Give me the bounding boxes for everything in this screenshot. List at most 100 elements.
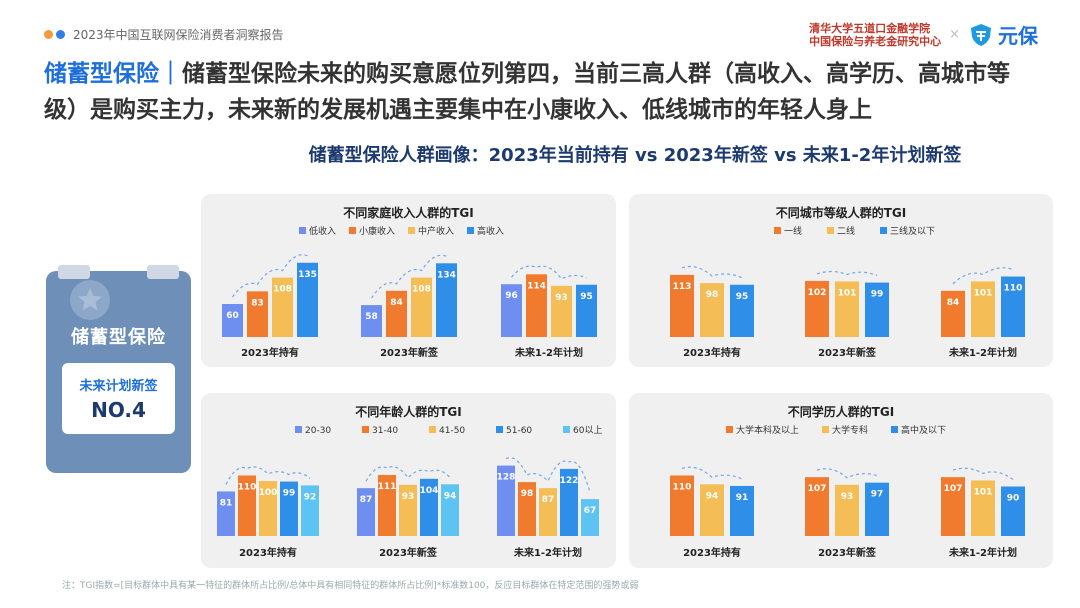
- legend-swatch: [295, 426, 302, 433]
- legend-item: 31-40: [362, 426, 398, 436]
- bar: [518, 482, 536, 536]
- bar-value-label: 110: [673, 483, 692, 493]
- bar-value-label: 98: [706, 290, 719, 300]
- rank-value: NO.4: [91, 398, 146, 422]
- bar-value-label: 122: [560, 476, 579, 486]
- legend-label: 高收入: [477, 225, 504, 237]
- rank-box: 未来计划新签 NO.4: [62, 363, 175, 434]
- bar: [730, 284, 754, 337]
- income-group: 60 83 108 135 2023年持有: [222, 254, 318, 359]
- yuanbao-logo: 元保: [968, 20, 1038, 49]
- edu-group: 107 101 90 未来1-2年计划: [941, 467, 1025, 559]
- legend-swatch: [362, 426, 369, 433]
- bar-value-label: 93: [402, 492, 415, 502]
- legend-swatch: [429, 426, 436, 433]
- income-chart: 低收入 小康收入 中产收入 高收入 60 83 108 135 2023年持有 58 84 108 13…: [222, 225, 597, 359]
- legend-label: 三线及以下: [890, 225, 935, 237]
- legend-swatch: [822, 426, 829, 433]
- bar: [941, 290, 965, 337]
- bar-value-label: 93: [555, 293, 568, 303]
- legend-label: 20-30: [305, 426, 331, 436]
- legend-swatch: [726, 426, 733, 433]
- bar-value-label: 94: [444, 491, 457, 501]
- bar-value-label: 87: [360, 495, 373, 505]
- category-label: 2023年新签: [818, 546, 877, 559]
- bar: [835, 281, 859, 337]
- trend-line: [505, 457, 591, 493]
- city-legend: 一线 二线 三线及以下: [774, 225, 935, 237]
- bar: [835, 484, 859, 536]
- bar-value-label: 134: [437, 270, 456, 280]
- trend-line: [225, 466, 311, 485]
- bar: [560, 468, 578, 536]
- edu-tgi-panel: 不同学历人群的TGI 大学本科及以上 大学专科 高中及以下 110 94 91 2023年持…: [629, 393, 1053, 568]
- category-label: 2023年新签: [379, 546, 438, 559]
- bar-value-label: 107: [944, 484, 963, 494]
- bar-value-label: 60: [226, 311, 239, 321]
- legend-label: 二线: [837, 225, 855, 237]
- city-group: 113 98 95 2023年持有: [670, 265, 754, 359]
- product-card: 储蓄型保险 未来计划新签 NO.4: [46, 265, 191, 473]
- bar-value-label: 92: [304, 492, 317, 502]
- bar-value-label: 83: [251, 298, 264, 308]
- trend-line: [681, 265, 743, 279]
- headline-key: 储蓄型保险｜: [44, 61, 182, 87]
- bar-value-label: 58: [365, 312, 378, 322]
- legend-label: 高中及以下: [901, 424, 946, 436]
- legend-label: 大学本科及以上: [736, 424, 799, 436]
- legend-label: 大学专科: [832, 424, 868, 436]
- legend-swatch: [496, 426, 503, 433]
- legend-label: 51-60: [506, 426, 532, 436]
- bar: [670, 274, 694, 337]
- bar-value-label: 95: [736, 292, 749, 302]
- report-tag: 2023年中国互联网保险消费者洞察报告: [44, 26, 284, 43]
- times-sign: ×: [949, 27, 960, 42]
- bar-value-label: 104: [420, 486, 439, 496]
- city-chart: 一线 二线 三线及以下 113 98 95 2023年持有 102 101 99 2023年新签 84…: [670, 225, 1025, 359]
- card-title: 储蓄型保险: [71, 327, 166, 348]
- legend-swatch: [408, 227, 415, 234]
- bar-value-label: 95: [580, 292, 593, 302]
- category-label: 2023年持有: [241, 346, 299, 359]
- bar: [272, 277, 293, 337]
- bar-value-label: 101: [974, 487, 993, 497]
- trend-line: [952, 267, 1014, 285]
- bar-value-label: 84: [390, 298, 403, 308]
- bar-value-label: 108: [412, 285, 431, 295]
- legend-item: 20-30: [295, 426, 331, 436]
- age-group: 87 111 93 104 94 2023年新签: [357, 466, 459, 559]
- legend-label: 一线: [784, 225, 802, 237]
- legend-item: 41-50: [429, 426, 465, 436]
- legend-label: 60以上: [573, 425, 602, 436]
- edu-chart-title: 不同学历人群的TGI: [787, 405, 895, 419]
- bar: [280, 481, 298, 536]
- institution-logo: 清华大学五道口金融学院 中国保险与养老金研究中心: [809, 22, 941, 48]
- bar: [378, 474, 396, 536]
- bar: [247, 291, 268, 337]
- legend-swatch: [827, 227, 834, 234]
- legend-item: 小康收入: [349, 225, 395, 237]
- legend-item: 51-60: [496, 426, 532, 436]
- bar-value-label: 110: [1004, 284, 1023, 294]
- bar-value-label: 101: [974, 288, 993, 298]
- legend-swatch: [299, 227, 306, 234]
- bar: [576, 284, 597, 337]
- trend-line: [511, 265, 587, 280]
- bar: [1001, 486, 1025, 536]
- bar-value-label: 98: [521, 489, 534, 499]
- legend-item: 高收入: [467, 225, 504, 237]
- legend-label: 低收入: [309, 225, 336, 237]
- institution-line2: 中国保险与养老金研究中心: [809, 34, 942, 48]
- bar-value-label: 99: [283, 489, 296, 499]
- bar-value-label: 100: [259, 488, 278, 498]
- trend-line: [952, 467, 1014, 480]
- bar: [297, 262, 318, 337]
- bar: [670, 475, 694, 536]
- bar: [539, 488, 557, 536]
- city-tgi-panel: 不同城市等级人群的TGI 一线 二线 三线及以下 113 98 95 2023年持有 102 1…: [629, 194, 1053, 367]
- bar: [581, 499, 599, 536]
- category-label: 2023年持有: [683, 346, 741, 359]
- category-label: 未来1-2年计划: [948, 546, 1017, 559]
- footnote: 注：TGI指数=[目标群体中具有某一特征的群体所占比例/总体中具有相同特征的群体…: [62, 581, 639, 591]
- bar: [411, 277, 432, 337]
